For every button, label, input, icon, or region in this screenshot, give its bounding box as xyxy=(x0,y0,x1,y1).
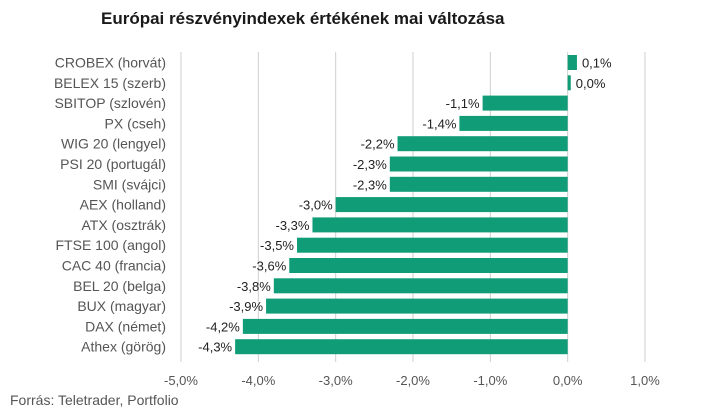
bar xyxy=(389,176,568,192)
x-tick-label: -1,0% xyxy=(473,373,507,388)
bar xyxy=(335,197,568,213)
category-label: Athex (görög) xyxy=(81,339,166,355)
bar xyxy=(482,95,568,111)
bar xyxy=(235,339,568,355)
category-label: FTSE 100 (angol) xyxy=(56,237,167,253)
category-label: CROBEX (horvát) xyxy=(55,55,166,71)
bar xyxy=(297,237,568,253)
data-label: -3,9% xyxy=(229,299,263,314)
data-label: -3,5% xyxy=(260,238,294,253)
data-label: -3,8% xyxy=(237,279,271,294)
data-label: -3,3% xyxy=(275,218,309,233)
data-labels: 0,1% 0,0% -1,1% -1,4% -2,2% -2,3% -2,3% -3,0% -3… xyxy=(198,56,612,355)
bar xyxy=(389,156,568,172)
chart-title: Európai részvényindexek értékének mai vá… xyxy=(101,9,505,28)
source-note: Forrás: Teletrader, Portfolio xyxy=(10,392,179,408)
category-label: BELEX 15 (szerb) xyxy=(54,75,166,91)
data-label: -1,1% xyxy=(446,96,480,111)
data-label: 0,0% xyxy=(576,76,606,91)
x-tick-label: -3,0% xyxy=(319,373,353,388)
category-label: ATX (osztrák) xyxy=(81,217,166,233)
category-label: BUX (magyar) xyxy=(77,298,166,314)
bar xyxy=(273,278,568,294)
category-label: CAC 40 (francia) xyxy=(62,258,166,274)
data-label: 0,1% xyxy=(582,56,612,71)
data-label: -2,3% xyxy=(353,157,387,172)
bar xyxy=(459,115,568,131)
bar xyxy=(567,75,571,91)
category-label: DAX (német) xyxy=(85,318,166,334)
category-labels: CROBEX (horvát) BELEX 15 (szerb) SBITOP (s… xyxy=(54,55,166,355)
x-tick-label: -4,0% xyxy=(241,373,275,388)
bar xyxy=(567,55,577,70)
category-label: PX (cseh) xyxy=(105,115,166,131)
x-tick-label: -2,0% xyxy=(396,373,430,388)
category-label: SMI (svájci) xyxy=(93,176,166,192)
data-label: -2,2% xyxy=(361,137,395,152)
bar xyxy=(242,318,568,334)
category-label: AEX (holland) xyxy=(80,197,166,213)
bar xyxy=(397,136,568,152)
data-label: -3,0% xyxy=(299,198,333,213)
data-label: -2,3% xyxy=(353,177,387,192)
bar xyxy=(266,298,568,314)
bar xyxy=(312,217,568,233)
data-label: -1,4% xyxy=(422,116,456,131)
category-label: PSI 20 (portugál) xyxy=(60,156,166,172)
x-axis-ticks: -5,0% -4,0% -3,0% -2,0% -1,0% 0,0% 1,0% xyxy=(164,373,660,388)
data-label: -3,6% xyxy=(252,259,286,274)
x-tick-label: 1,0% xyxy=(630,373,660,388)
x-tick-label: -5,0% xyxy=(164,373,198,388)
data-label: -4,3% xyxy=(198,340,232,355)
category-label: SBITOP (szlovén) xyxy=(54,95,166,111)
bars xyxy=(235,55,577,355)
bar xyxy=(289,258,568,273)
data-label: -4,2% xyxy=(206,319,240,334)
x-tick-label: 0,0% xyxy=(553,373,583,388)
category-label: WIG 20 (lengyel) xyxy=(61,136,166,152)
category-label: BEL 20 (belga) xyxy=(73,278,166,294)
